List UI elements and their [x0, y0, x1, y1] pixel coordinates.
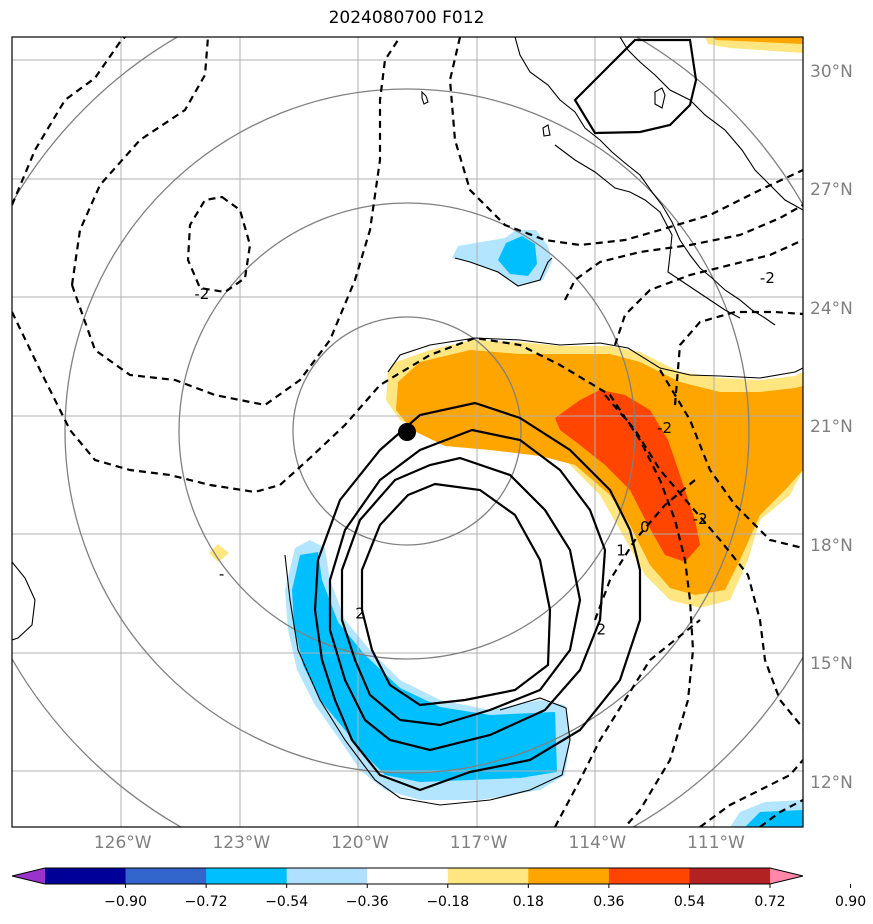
lat-label: 21°N	[810, 417, 853, 438]
map-title: 2024080700 F012	[328, 8, 485, 28]
colorbar-segment	[45, 868, 127, 884]
colorbar-extend-low	[12, 868, 45, 884]
lon-label: 117°W	[449, 833, 508, 853]
colorbar-tick-label: 0.18	[512, 894, 544, 910]
colorbar-tick-label: −0.54	[265, 894, 309, 910]
colorbar-outline	[11, 867, 804, 885]
lat-label: 15°N	[810, 654, 853, 675]
colorbar-tick-label: 0.72	[754, 894, 786, 910]
colorbar-segment	[608, 868, 690, 884]
lat-label: 24°N	[810, 298, 853, 319]
contour-label: -	[219, 565, 224, 583]
colorbar-tick-label: 0.36	[593, 894, 625, 910]
colorbar-tick-label: −0.18	[426, 894, 470, 910]
colorbar-segment	[528, 868, 610, 884]
lat-label: 30°N	[810, 61, 853, 82]
colorbar-segment	[125, 868, 207, 884]
contour-labels: -2 -2 -2 -2 01 2 2 -	[194, 269, 775, 639]
storm-center-marker	[398, 423, 416, 441]
contour-label: 0	[640, 518, 650, 536]
lon-label: 114°W	[568, 833, 627, 853]
contour-label: 2	[355, 605, 365, 623]
map-panel: -2 -2 -2 -2 01 2 2 -	[11, 36, 804, 828]
colorbar-tick-label: −0.90	[104, 894, 147, 910]
contour-label: 2	[597, 621, 607, 639]
map-frame	[11, 36, 804, 828]
coastline	[12, 37, 803, 806]
contour-label: -2	[194, 285, 209, 303]
range-rings	[12, 37, 803, 827]
colorbar-segment	[206, 868, 288, 884]
colorbar-segment	[447, 868, 529, 884]
lat-label: 27°N	[810, 180, 853, 201]
lat-label: 12°N	[810, 772, 853, 793]
colorbar	[11, 867, 852, 888]
shade-max-region	[555, 390, 700, 562]
lon-label: 120°W	[331, 833, 389, 853]
colorbar-tick-label: −0.36	[345, 894, 389, 910]
negative-contours	[12, 37, 803, 827]
contour-label: -2	[657, 419, 672, 437]
colorbar-tick-label: 0.90	[834, 894, 867, 910]
colorbar-segment	[689, 868, 771, 884]
colorbar-tick-label: 0.54	[673, 894, 706, 910]
contour-label: 1	[616, 542, 626, 560]
lon-label: 123°W	[212, 833, 271, 853]
contour-label: -2	[693, 510, 708, 528]
colorbar-segment	[367, 868, 449, 884]
positive-contours	[313, 38, 698, 792]
lon-label: 126°W	[93, 833, 152, 853]
colorbar-tick-label: −0.72	[184, 894, 228, 910]
colorbar-segment	[286, 868, 368, 884]
lat-label: 18°N	[810, 535, 853, 556]
contour-label: -2	[760, 269, 775, 287]
colorbar-extend-high	[770, 868, 803, 884]
lon-label: 111°W	[687, 833, 745, 853]
